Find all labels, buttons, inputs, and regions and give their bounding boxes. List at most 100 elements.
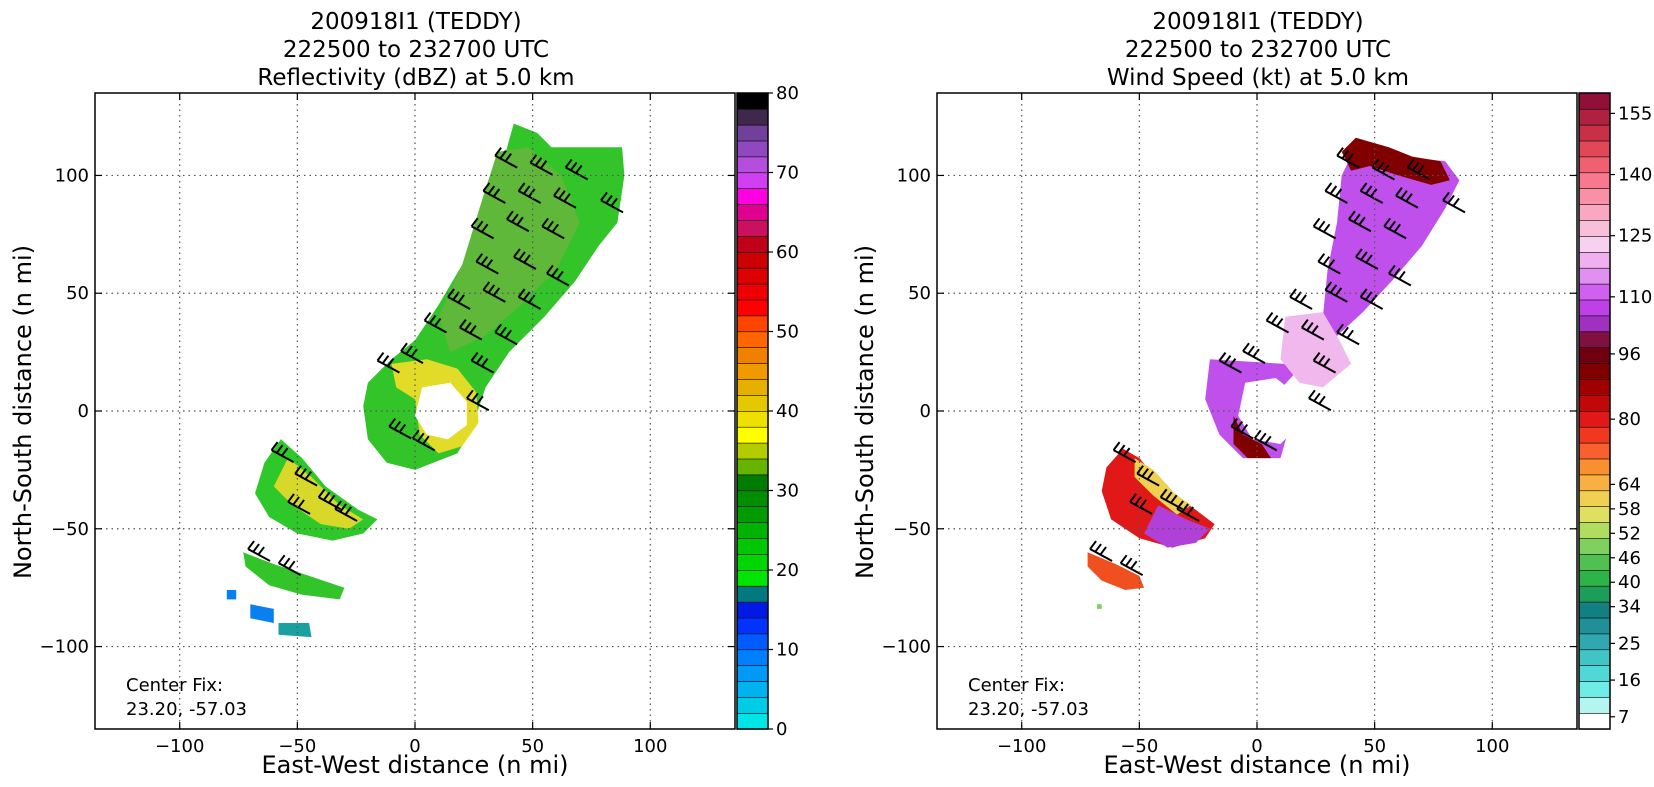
- wind-barb: [1312, 352, 1337, 374]
- colorbar-segment: [1578, 680, 1611, 698]
- panel-title-line-3: Wind Speed (kt) at 5.0 km: [1107, 65, 1409, 91]
- wind-barb: [400, 342, 424, 365]
- region-fragment-3: [278, 623, 312, 638]
- x-axis-label: East-West distance (n mi): [261, 751, 568, 779]
- colorbar-segment: [1578, 362, 1611, 380]
- x-tick-label: 50: [521, 736, 544, 757]
- wind-barb: [517, 182, 542, 204]
- colorbar-segment: [736, 219, 769, 237]
- wind-barb: [1336, 323, 1360, 346]
- wind-barb: [1371, 158, 1395, 181]
- wind-speed-colorbar: 7 16 25 34 40 46 52 58 64 80 96 110 125 140 155: [1578, 92, 1652, 730]
- wind-barb: [411, 429, 436, 452]
- colorbar-segment: [736, 490, 769, 508]
- wind-barb: [277, 554, 302, 577]
- colorbar-segment: [736, 553, 769, 571]
- colorbar-segment: [736, 506, 769, 523]
- colorbar-segment: [1578, 537, 1611, 555]
- colorbar-tick-label: 125: [1618, 226, 1652, 247]
- wind-barb: [541, 217, 565, 240]
- colorbar-segment: [736, 204, 769, 221]
- panel-title-line-1: 200918I1 (TEDDY): [310, 9, 521, 35]
- colorbar-segment: [736, 665, 769, 682]
- wind-barb: [1218, 352, 1242, 374]
- wind-barb: [1289, 288, 1313, 310]
- panel-title-line-1: 200918I1 (TEDDY): [1152, 9, 1363, 35]
- wind-barb: [1301, 319, 1325, 341]
- wind-barb: [1308, 389, 1332, 412]
- colorbar-segment: [1578, 410, 1611, 428]
- region-core-band: [438, 147, 580, 353]
- x-tick-label: 0: [409, 736, 420, 757]
- wind-barb: [553, 187, 577, 209]
- region-eye: [1238, 378, 1300, 444]
- region-inner-pink: [1280, 312, 1352, 388]
- y-tick-label: −50: [893, 519, 931, 540]
- colorbar-tick-label: 34: [1618, 597, 1641, 618]
- colorbar-segment: [1578, 585, 1611, 603]
- colorbar-segment: [736, 267, 769, 285]
- wind-barb: [494, 323, 518, 346]
- center-fix-value: 23.20, -57.03: [126, 699, 247, 720]
- colorbar-segment: [736, 537, 769, 555]
- wind-barb: [388, 417, 412, 440]
- colorbar-tick-label: 52: [1618, 523, 1641, 544]
- colorbar-segment: [1578, 458, 1611, 476]
- x-tick-label: −100: [997, 736, 1046, 757]
- x-axis-label: East-West distance (n mi): [1103, 751, 1410, 779]
- wind-barb: [600, 191, 624, 214]
- colorbar-segment: [736, 458, 769, 476]
- colorbar-segment: [736, 585, 769, 603]
- y-tick-label: 100: [55, 165, 89, 186]
- wind-barb: [506, 210, 530, 233]
- wind-barb: [1388, 264, 1412, 287]
- colorbar-segment: [736, 283, 769, 301]
- wind-barb: [1336, 147, 1360, 169]
- colorbar-segment: [1578, 696, 1611, 714]
- wind-barb: [1136, 465, 1160, 487]
- x-tick-label: 50: [1363, 736, 1386, 757]
- wind-barb: [1242, 342, 1266, 365]
- x-tick-label: −50: [278, 736, 316, 757]
- wind-speed-panel: 200918I1 (TEDDY) 222500 to 232700 UTC Wi…: [851, 9, 1652, 779]
- colorbar-segment: [1578, 283, 1611, 301]
- wind-barb: [494, 147, 518, 169]
- wind-barb: [1176, 500, 1200, 522]
- colorbar-tick-label: 110: [1618, 287, 1652, 308]
- colorbar-segment: [736, 442, 769, 460]
- colorbar-segment: [1578, 347, 1611, 364]
- colorbar-segment: [736, 124, 769, 142]
- y-axis-label: North-South distance (n mi): [9, 245, 37, 579]
- colorbar-frame: [1578, 92, 1611, 730]
- colorbar-segment: [736, 426, 769, 444]
- wind-barb: [482, 281, 506, 303]
- y-tick-label: 0: [78, 401, 89, 422]
- wind-barb: [294, 465, 318, 487]
- colorbar-segment: [1578, 665, 1611, 682]
- wind-barb: [287, 493, 311, 515]
- region-fragment-4: [226, 590, 237, 600]
- y-tick-label: 0: [920, 401, 931, 422]
- wind-barb: [1383, 217, 1407, 240]
- wind-barb: [270, 441, 295, 463]
- y-tick-label: −100: [40, 637, 89, 658]
- colorbar-segment: [736, 378, 769, 396]
- y-tick-label: 50: [66, 283, 89, 304]
- wind-barb: [470, 217, 495, 240]
- colorbar-segment: [1578, 378, 1611, 396]
- region-fragment-2: [1097, 604, 1102, 609]
- reflectivity-panel: 200918I1 (TEDDY) 222500 to 232700 UTC Re…: [9, 9, 799, 779]
- center-fix-value: 23.20, -57.03: [968, 699, 1089, 720]
- colorbar-segment: [1578, 474, 1611, 492]
- wind-barb: [475, 253, 499, 275]
- center-fix-label: Center Fix:: [968, 675, 1065, 696]
- colorbar-segment: [736, 140, 769, 158]
- colorbar-segment: [1578, 569, 1611, 587]
- colorbar-tick-label: 0: [776, 719, 787, 740]
- colorbar-segment: [736, 649, 769, 667]
- colorbar-segment: [1578, 553, 1611, 571]
- colorbar-tick-label: 10: [776, 640, 799, 661]
- wind-barb: [1348, 210, 1372, 233]
- colorbar-tick-label: 50: [776, 322, 799, 343]
